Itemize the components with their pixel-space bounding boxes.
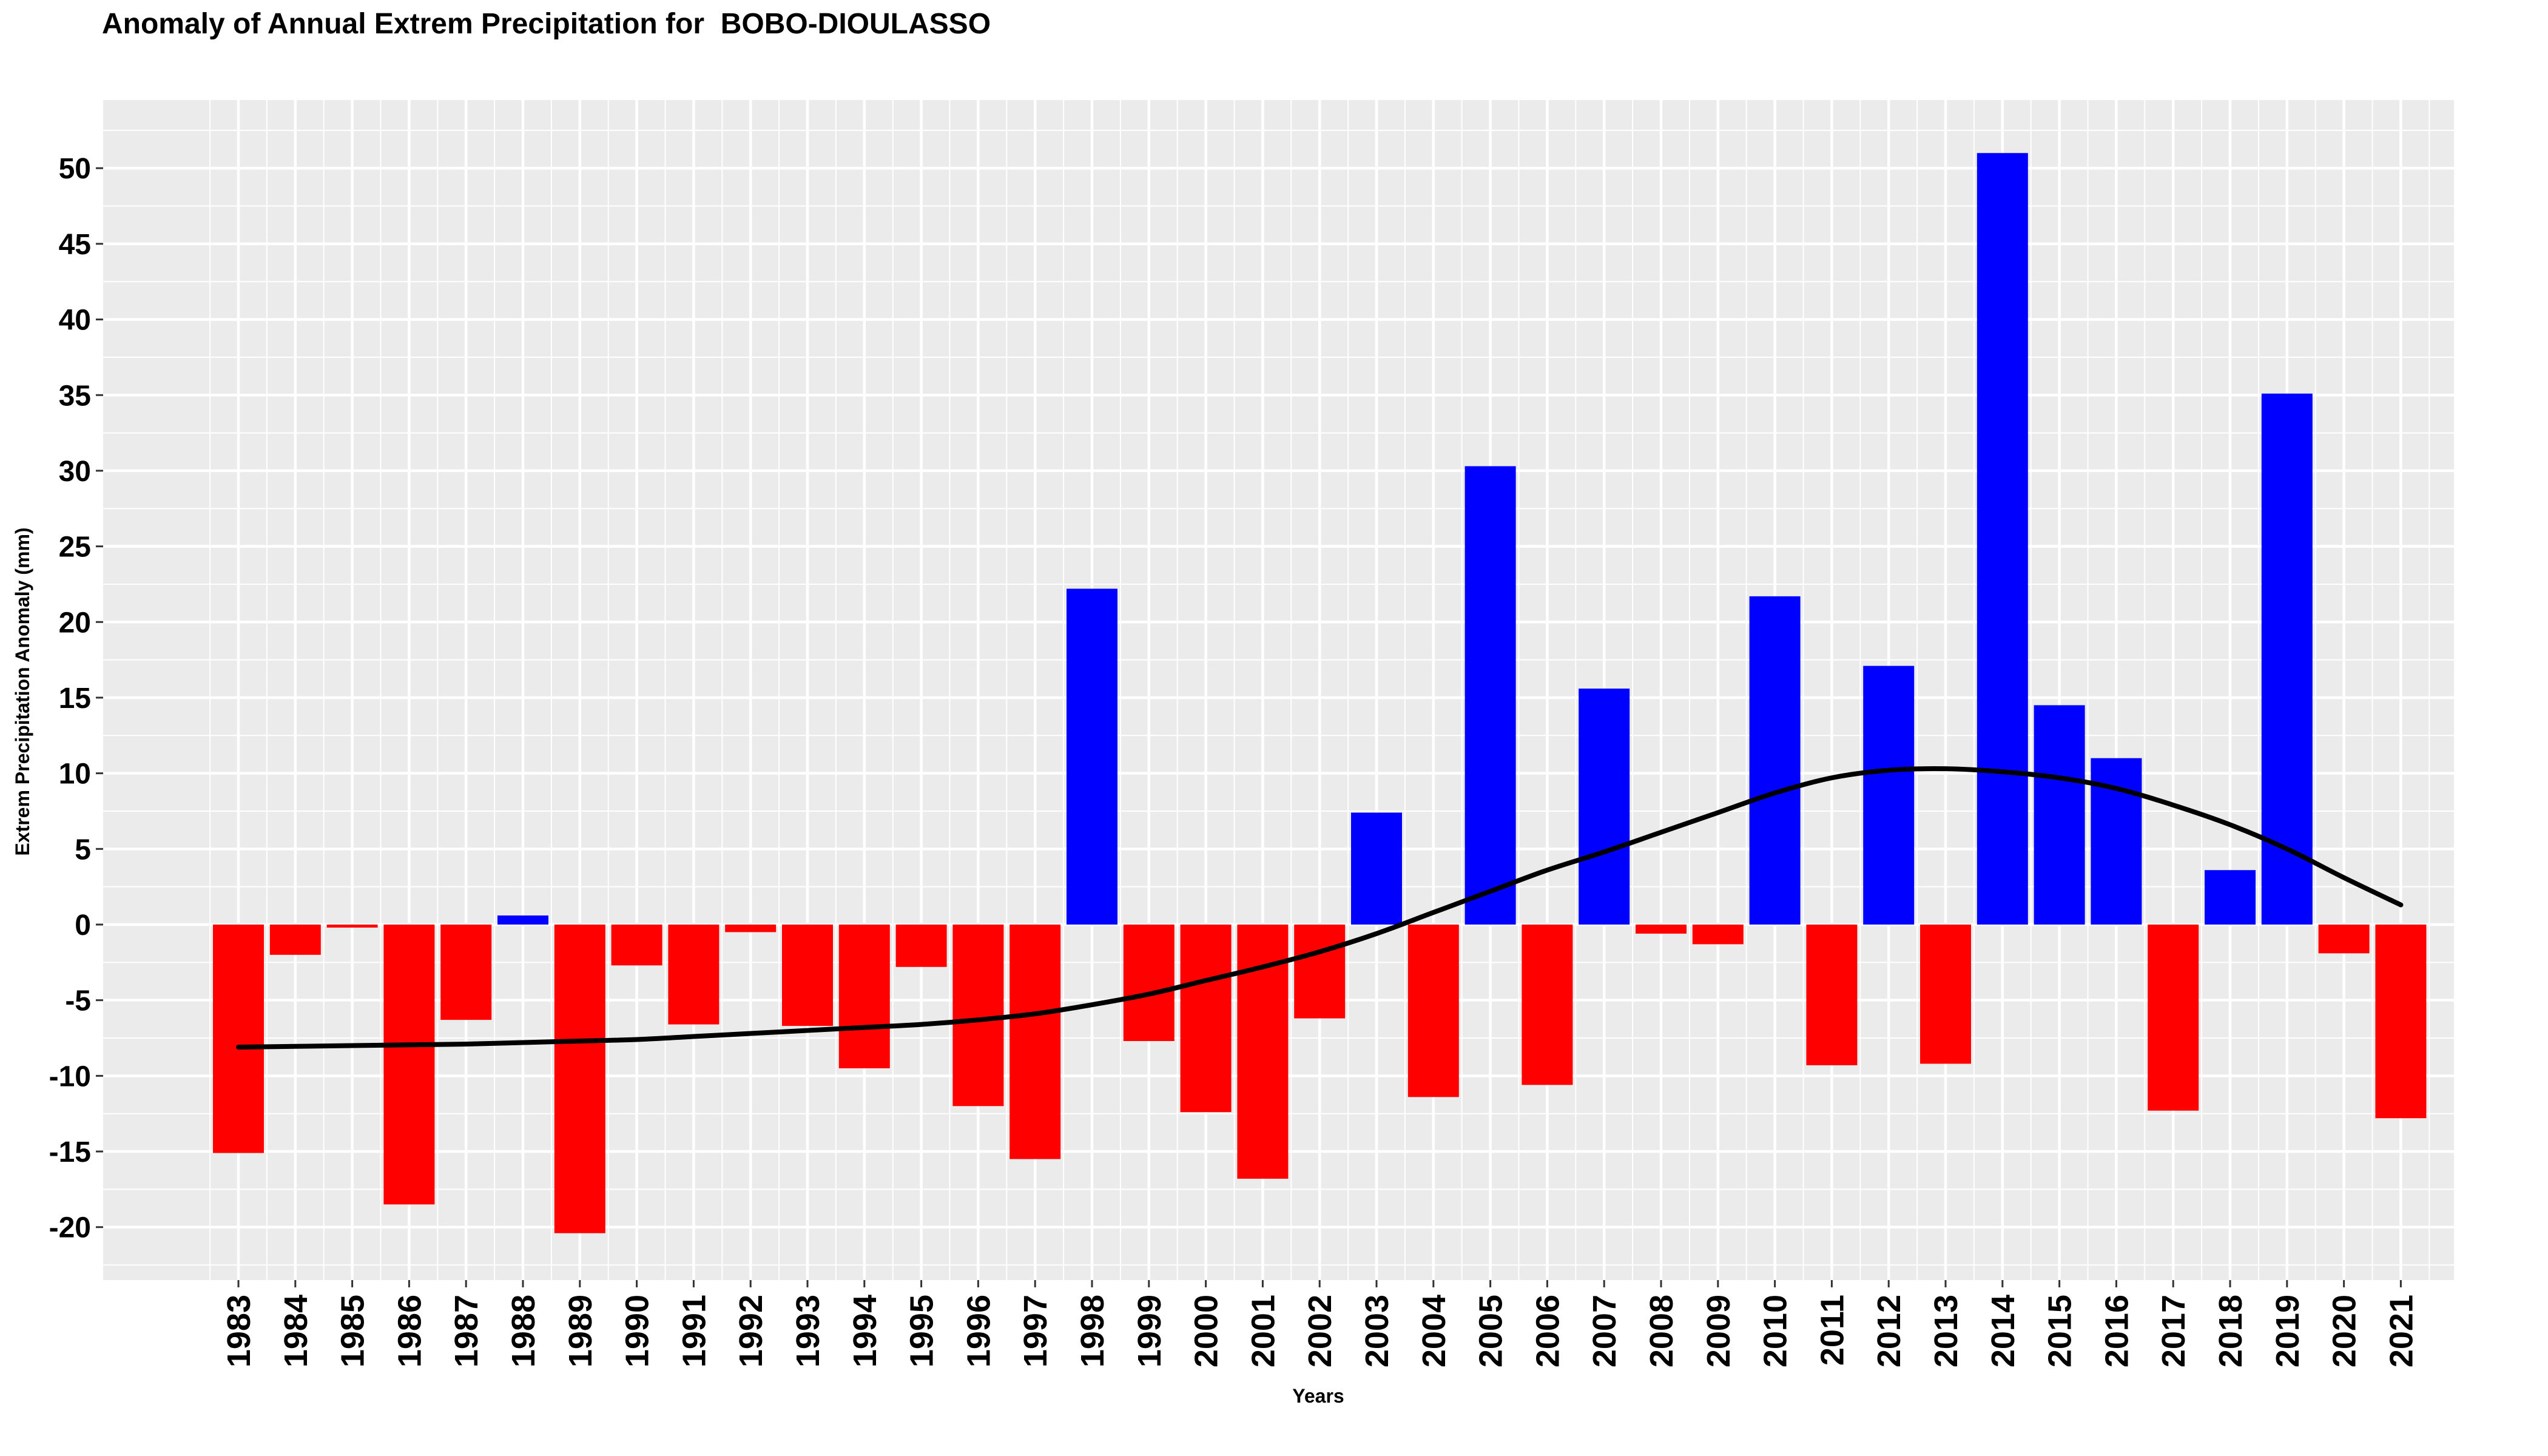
bar-1987 [440, 925, 492, 1020]
bar-2008 [1636, 925, 1687, 934]
x-axis: 1983 1984 1985 1986 1987 1988 1989 1990 1991 1992… [221, 1280, 2419, 1367]
x-tick-label: 1992 [733, 1295, 769, 1367]
x-axis-label: Years [1292, 1385, 1344, 1407]
x-tick-label: 1993 [790, 1295, 826, 1367]
y-tick-label: -20 [49, 1212, 91, 1244]
x-tick-label: 2001 [1245, 1295, 1281, 1367]
x-tick-label: 1999 [1131, 1295, 1168, 1367]
bar-1988 [497, 915, 548, 925]
x-tick-label: 2013 [1928, 1295, 1964, 1367]
y-tick-label: -15 [49, 1136, 91, 1168]
x-tick-label: 2008 [1643, 1295, 1680, 1367]
x-tick-label: 1994 [847, 1295, 883, 1367]
x-tick-label: 2009 [1700, 1295, 1737, 1367]
bar-1990 [611, 925, 662, 966]
y-axis-label: Extrem Precipitation Anomaly (mm) [12, 527, 33, 855]
x-tick-label: 2006 [1529, 1295, 1566, 1367]
y-tick-label: 45 [59, 229, 91, 261]
bar-2011 [1806, 925, 1858, 1065]
x-tick-label: 2007 [1586, 1295, 1623, 1367]
x-tick-label: 1991 [676, 1295, 712, 1367]
x-tick-label: 2004 [1416, 1295, 1452, 1367]
bar-2015 [2034, 705, 2085, 925]
bars [213, 153, 2427, 1233]
x-tick-label: 2002 [1302, 1295, 1338, 1367]
x-tick-label: 1984 [278, 1295, 314, 1367]
y-tick-label: 25 [59, 531, 91, 564]
bar-1992 [725, 925, 777, 932]
bar-1984 [269, 925, 321, 955]
chart-title: Anomaly of Annual Extrem Precipitation f… [102, 8, 991, 40]
bar-1994 [838, 925, 890, 1068]
bar-1998 [1067, 588, 1117, 925]
x-tick-label: 2016 [2098, 1295, 2135, 1367]
bar-1983 [213, 925, 264, 1153]
trend-line [236, 766, 2404, 1050]
x-tick-label: 1995 [904, 1295, 940, 1367]
bar-2013 [1920, 925, 1971, 1064]
bar-2007 [1579, 689, 1630, 925]
bar-1986 [383, 925, 435, 1205]
bar-1996 [952, 925, 1004, 1107]
bar-2002 [1294, 925, 1346, 1019]
bar-1995 [895, 925, 947, 967]
bar-2021 [2375, 925, 2427, 1119]
x-tick-label: 2000 [1188, 1295, 1225, 1367]
x-tick-label: 2018 [2213, 1295, 2249, 1367]
y-tick-label: 10 [59, 758, 91, 790]
x-tick-label: 1990 [619, 1295, 656, 1367]
bar-2020 [2318, 925, 2370, 954]
x-tick-label: 2010 [1758, 1295, 1794, 1367]
bar-1989 [554, 925, 605, 1233]
bar-1993 [782, 925, 833, 1026]
bar-2019 [2261, 393, 2313, 925]
x-tick-label: 1983 [221, 1295, 257, 1367]
y-tick-label: 40 [59, 305, 91, 337]
bar-2006 [1522, 925, 1573, 1085]
bar-2017 [2148, 925, 2199, 1111]
bar-2010 [1749, 596, 1801, 925]
bar-2012 [1863, 666, 1915, 925]
bar-1991 [668, 925, 720, 1025]
y-tick-label: -5 [65, 985, 91, 1017]
x-tick-label: 2020 [2327, 1295, 2363, 1367]
x-tick-label: 2017 [2155, 1295, 2192, 1367]
bar-2018 [2205, 870, 2256, 925]
x-tick-label: 1988 [505, 1295, 542, 1367]
bar-2005 [1464, 466, 1516, 925]
x-tick-label: 1987 [448, 1295, 485, 1367]
x-tick-label: 1996 [960, 1295, 997, 1367]
x-tick-label: 2015 [2042, 1295, 2078, 1367]
x-tick-label: 2005 [1473, 1295, 1509, 1367]
bar-1985 [326, 925, 378, 928]
x-tick-label: 1985 [335, 1295, 371, 1367]
x-tick-label: 2019 [2270, 1295, 2306, 1367]
bar-2000 [1180, 925, 1232, 1113]
y-tick-label: 35 [59, 380, 91, 412]
bar-1999 [1123, 925, 1175, 1042]
y-tick-label: 0 [75, 909, 91, 942]
y-tick-label: 30 [59, 456, 91, 488]
bar-2004 [1407, 925, 1459, 1097]
x-tick-label: 2021 [2383, 1295, 2419, 1367]
y-tick-label: 20 [59, 607, 91, 639]
bar-2014 [1977, 153, 2028, 925]
y-tick-label: 50 [59, 153, 91, 185]
y-tick-label: 15 [59, 682, 91, 715]
y-tick-label: 5 [75, 834, 91, 866]
bar-1997 [1009, 925, 1061, 1159]
bar-2009 [1692, 925, 1744, 945]
x-tick-label: 1986 [391, 1295, 428, 1367]
x-tick-label: 2012 [1871, 1295, 1907, 1367]
y-tick-label: -10 [49, 1060, 91, 1093]
x-tick-label: 2014 [1985, 1295, 2021, 1367]
y-axis: -20 -15 -10 -5 0 5 10 15 20 25 30 35 40 45 50 [49, 153, 103, 1244]
x-tick-label: 2003 [1359, 1295, 1395, 1367]
x-tick-label: 1989 [562, 1295, 599, 1367]
x-tick-label: 1998 [1074, 1295, 1111, 1367]
bar-2003 [1351, 812, 1402, 925]
x-tick-label: 2011 [1814, 1295, 1850, 1366]
x-tick-label: 1997 [1017, 1295, 1054, 1367]
